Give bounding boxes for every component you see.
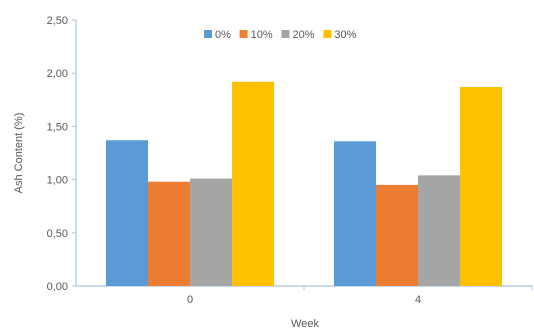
legend-swatch — [204, 30, 212, 38]
legend-swatch — [281, 30, 290, 38]
bar-20pct-week-4 — [418, 175, 460, 286]
bars — [106, 81, 502, 286]
y-axis: 0,00 0,50 1,00 1,50 2,00 2,50 — [47, 15, 76, 293]
legend: 0% 10% 20% 30% — [204, 29, 357, 41]
y-tick-label: 1,50 — [47, 121, 68, 133]
y-tick-label: 0,50 — [47, 228, 68, 240]
x-tick-label: 0 — [187, 294, 193, 306]
bar-10pct-week-4 — [376, 184, 418, 286]
y-axis-title: Ash Content (%) — [13, 113, 25, 194]
legend-label: 20% — [293, 29, 315, 41]
legend-swatch — [323, 30, 332, 38]
bar-30pct-week-0 — [232, 81, 274, 286]
legend-label: 0% — [215, 29, 231, 41]
bar-20pct-week-0 — [190, 178, 232, 286]
y-tick-label: 2,00 — [47, 68, 68, 80]
y-tick-label: 1,00 — [47, 175, 68, 187]
bar-0pct-week-0 — [106, 140, 148, 286]
legend-label: 30% — [334, 29, 356, 41]
x-tick-label: 4 — [415, 294, 421, 306]
y-tick-label: 0,00 — [47, 281, 68, 293]
bar-10pct-week-0 — [148, 181, 190, 286]
y-tick-label: 2,50 — [47, 15, 68, 27]
x-axis-title: Week — [291, 318, 319, 330]
bar-0pct-week-4 — [334, 141, 376, 286]
legend-label: 10% — [251, 29, 273, 41]
legend-swatch — [239, 30, 248, 38]
bar-30pct-week-4 — [460, 87, 502, 286]
